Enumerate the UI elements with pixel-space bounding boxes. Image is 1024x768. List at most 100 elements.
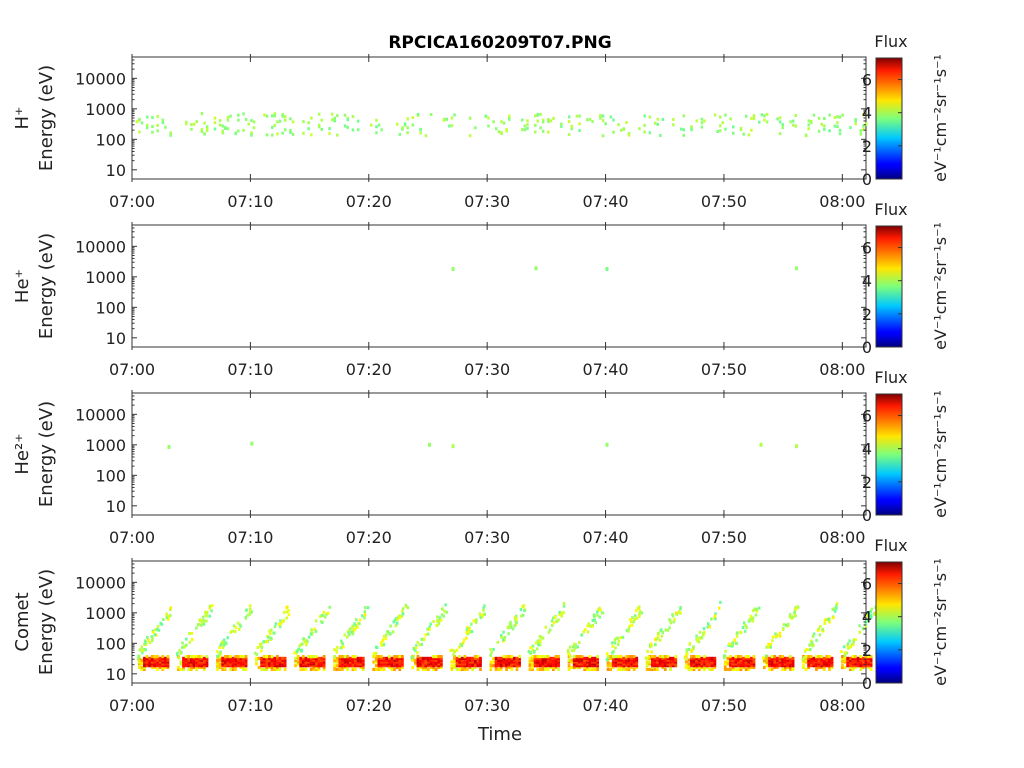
flux-cell bbox=[726, 667, 730, 671]
flux-cell bbox=[747, 662, 751, 666]
flux-cell bbox=[309, 667, 313, 671]
flux-cell bbox=[351, 665, 355, 670]
flux-cell bbox=[289, 117, 292, 121]
flux-cell bbox=[385, 664, 388, 668]
flux-cell bbox=[843, 653, 846, 657]
flux-cell bbox=[443, 609, 446, 613]
flux-cell bbox=[317, 112, 321, 116]
flux-cell bbox=[812, 664, 816, 668]
flux-cell bbox=[531, 662, 534, 666]
flux-cell bbox=[841, 658, 844, 662]
flux-cell bbox=[354, 656, 357, 660]
flux-cell bbox=[343, 662, 347, 666]
flux-cell bbox=[557, 618, 560, 622]
flux-cell bbox=[596, 656, 599, 660]
flux-cell bbox=[265, 664, 269, 668]
flux-cell bbox=[627, 658, 631, 662]
flux-cell bbox=[473, 656, 477, 660]
flux-cell bbox=[515, 656, 519, 660]
flux-cell bbox=[791, 667, 795, 671]
flux-cell bbox=[714, 617, 717, 621]
flux-cell bbox=[548, 628, 552, 632]
flux-cell bbox=[164, 662, 167, 666]
flux-cell bbox=[439, 618, 443, 622]
flux-cell bbox=[801, 658, 804, 661]
flux-cell bbox=[265, 114, 269, 118]
flux-cell bbox=[510, 658, 514, 662]
flux-cell bbox=[450, 116, 454, 120]
flux-cell bbox=[250, 133, 253, 137]
flux-cell bbox=[791, 660, 795, 664]
flux-cell bbox=[351, 115, 355, 119]
flux-cell bbox=[820, 122, 823, 126]
flux-cell bbox=[716, 130, 719, 133]
flux-cell bbox=[401, 126, 404, 130]
flux-cell bbox=[647, 655, 650, 659]
flux-cell bbox=[260, 664, 263, 668]
flux-cell bbox=[617, 643, 620, 646]
flux-cell bbox=[586, 624, 589, 628]
flux-cell bbox=[692, 658, 696, 662]
flux-cell bbox=[249, 607, 252, 611]
flux-cell bbox=[437, 665, 441, 670]
flux-cell bbox=[322, 658, 326, 662]
flux-cell bbox=[390, 656, 394, 660]
flux-cell bbox=[713, 614, 717, 618]
flux-cell bbox=[476, 664, 480, 668]
flux-cell bbox=[575, 662, 579, 666]
flux-cell bbox=[361, 667, 365, 671]
flux-cell bbox=[184, 664, 188, 668]
flux-cell bbox=[270, 667, 274, 671]
flux-cell bbox=[192, 662, 196, 666]
flux-cell bbox=[479, 660, 482, 664]
flux-cell bbox=[440, 662, 443, 666]
flux-cell bbox=[382, 634, 386, 638]
flux-cell bbox=[317, 125, 321, 129]
flux-cell bbox=[154, 628, 157, 632]
flux-cell bbox=[239, 656, 243, 660]
flux-cell bbox=[183, 645, 186, 649]
flux-cell bbox=[401, 655, 404, 659]
flux-cell bbox=[249, 609, 252, 613]
flux-cell bbox=[854, 655, 857, 659]
flux-cell bbox=[710, 658, 714, 662]
flux-cell bbox=[437, 662, 441, 666]
flux-cell bbox=[494, 660, 498, 664]
flux-cell bbox=[309, 662, 313, 666]
spectrogram-cells bbox=[451, 266, 798, 271]
flux-cell bbox=[190, 123, 193, 126]
flux-cell bbox=[278, 660, 282, 664]
flux-cell bbox=[242, 667, 245, 671]
flux-cell bbox=[546, 655, 550, 659]
x-tick-label: 08:00 bbox=[819, 360, 865, 379]
flux-cell bbox=[333, 667, 336, 671]
flux-cell bbox=[216, 662, 219, 666]
flux-cell bbox=[815, 665, 818, 670]
flux-cell bbox=[312, 667, 316, 671]
flux-cell bbox=[630, 665, 633, 670]
flux-cell bbox=[390, 665, 394, 670]
flux-cell bbox=[500, 635, 503, 639]
flux-cell bbox=[869, 658, 873, 662]
flux-cell bbox=[619, 655, 623, 659]
flux-cell bbox=[393, 655, 396, 659]
species-label: He²⁺ bbox=[12, 433, 33, 474]
flux-cell bbox=[499, 656, 503, 660]
flux-cell bbox=[828, 129, 831, 133]
flux-cell bbox=[244, 658, 248, 662]
flux-cell bbox=[767, 642, 770, 646]
flux-cell bbox=[353, 628, 357, 631]
flux-cell bbox=[865, 619, 868, 623]
flux-cell bbox=[695, 660, 698, 664]
flux-cell bbox=[242, 662, 245, 666]
flux-cell bbox=[216, 654, 219, 658]
flux-cell bbox=[328, 127, 331, 131]
flux-cell bbox=[546, 662, 550, 666]
flux-cell bbox=[828, 655, 831, 659]
colorbar-units: eV⁻¹cm⁻²sr⁻¹s⁻¹ bbox=[931, 222, 950, 350]
flux-cell bbox=[379, 641, 383, 645]
flux-cell bbox=[583, 667, 586, 671]
flux-cell bbox=[424, 660, 428, 664]
flux-cell bbox=[460, 658, 464, 662]
flux-cell bbox=[518, 656, 521, 660]
